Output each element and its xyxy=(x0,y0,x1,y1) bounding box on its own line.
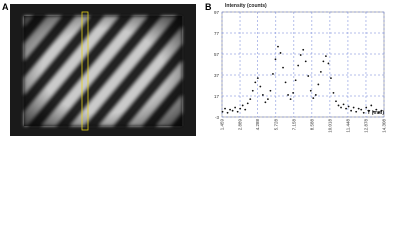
data-point xyxy=(330,77,332,80)
data-point xyxy=(352,106,355,109)
data-point xyxy=(314,94,317,96)
data-point xyxy=(325,55,327,57)
data-point xyxy=(264,101,267,104)
data-point xyxy=(375,108,378,111)
x-tick-label: 5.728 xyxy=(273,119,278,131)
data-point xyxy=(224,107,226,110)
x-tick-label: 1.459 xyxy=(220,119,225,131)
data-point xyxy=(226,111,229,114)
data-point xyxy=(261,94,264,96)
data-point xyxy=(299,54,302,56)
data-point xyxy=(249,98,252,101)
data-point xyxy=(272,73,274,75)
data-point xyxy=(319,70,322,73)
x-tick-label: 10.018 xyxy=(327,119,332,133)
data-point xyxy=(360,108,363,111)
data-point xyxy=(292,91,295,94)
data-point xyxy=(244,108,247,111)
data-point xyxy=(231,109,234,112)
data-point xyxy=(355,110,358,113)
data-point xyxy=(307,75,310,77)
data-point xyxy=(279,52,282,54)
panel-label: B xyxy=(205,2,212,12)
y-axis-label: Intensity (counts) xyxy=(225,3,267,9)
data-point xyxy=(289,98,292,101)
data-point xyxy=(332,91,335,94)
x-tick-label: 14.308 xyxy=(382,119,387,133)
x-tick-label: 2.889 xyxy=(238,119,243,131)
data-point xyxy=(236,110,239,113)
data-point xyxy=(347,105,350,108)
data-point xyxy=(287,94,289,96)
data-point xyxy=(365,106,368,109)
x-tick-label: 4.288 xyxy=(255,119,260,131)
data-point xyxy=(259,85,262,88)
data-point xyxy=(327,62,330,65)
data-point xyxy=(256,77,259,80)
data-point xyxy=(340,106,342,109)
data-point xyxy=(372,110,375,113)
data-point xyxy=(267,98,269,101)
data-point xyxy=(269,89,272,92)
data-point xyxy=(234,106,237,109)
data-point xyxy=(246,102,249,105)
figure: A B -3 17 37 57 77 97 1.459 2.889 4.288 5.728 7.15… xyxy=(2,2,387,136)
panel-a-image xyxy=(10,4,196,136)
x-tick-label: 8.588 xyxy=(309,119,314,131)
x-tick-label: 12.878 xyxy=(363,119,368,133)
x-tick-label: 7.158 xyxy=(291,119,296,131)
data-point xyxy=(322,60,325,63)
data-point xyxy=(229,108,231,111)
data-point xyxy=(312,97,315,99)
data-point xyxy=(274,58,277,61)
data-point xyxy=(254,81,257,84)
data-point xyxy=(282,66,284,69)
data-point xyxy=(297,64,300,67)
y-tick-label: 97 xyxy=(214,10,220,15)
data-point xyxy=(309,89,312,92)
data-point xyxy=(302,48,305,51)
x-tick-label: 11.448 xyxy=(345,119,350,133)
data-point xyxy=(294,79,297,82)
data-point xyxy=(317,83,320,86)
plot-area xyxy=(221,11,385,118)
y-tick-label: 17 xyxy=(214,94,220,99)
data-point xyxy=(239,107,242,110)
panel-label: A xyxy=(2,2,9,12)
data-point xyxy=(367,109,370,112)
data-point xyxy=(284,81,287,84)
y-tick-label: 37 xyxy=(214,73,220,78)
y-tick-label: 77 xyxy=(214,31,220,36)
data-point xyxy=(304,60,307,63)
data-point xyxy=(362,111,365,114)
data-point xyxy=(335,100,337,103)
y-tick-label: -3 xyxy=(215,115,219,120)
data-point xyxy=(342,103,345,106)
x-axis-label: Y (mm) xyxy=(367,110,384,116)
data-point xyxy=(277,45,279,48)
y-tick-label: 57 xyxy=(214,52,220,57)
data-point xyxy=(380,109,383,112)
data-point xyxy=(251,89,254,92)
data-point xyxy=(221,110,224,113)
data-point xyxy=(345,107,347,110)
data-point xyxy=(370,104,373,107)
data-point xyxy=(377,111,380,114)
data-point xyxy=(241,104,244,107)
data-point xyxy=(337,104,340,107)
data-point xyxy=(350,109,353,112)
data-point xyxy=(357,107,360,110)
